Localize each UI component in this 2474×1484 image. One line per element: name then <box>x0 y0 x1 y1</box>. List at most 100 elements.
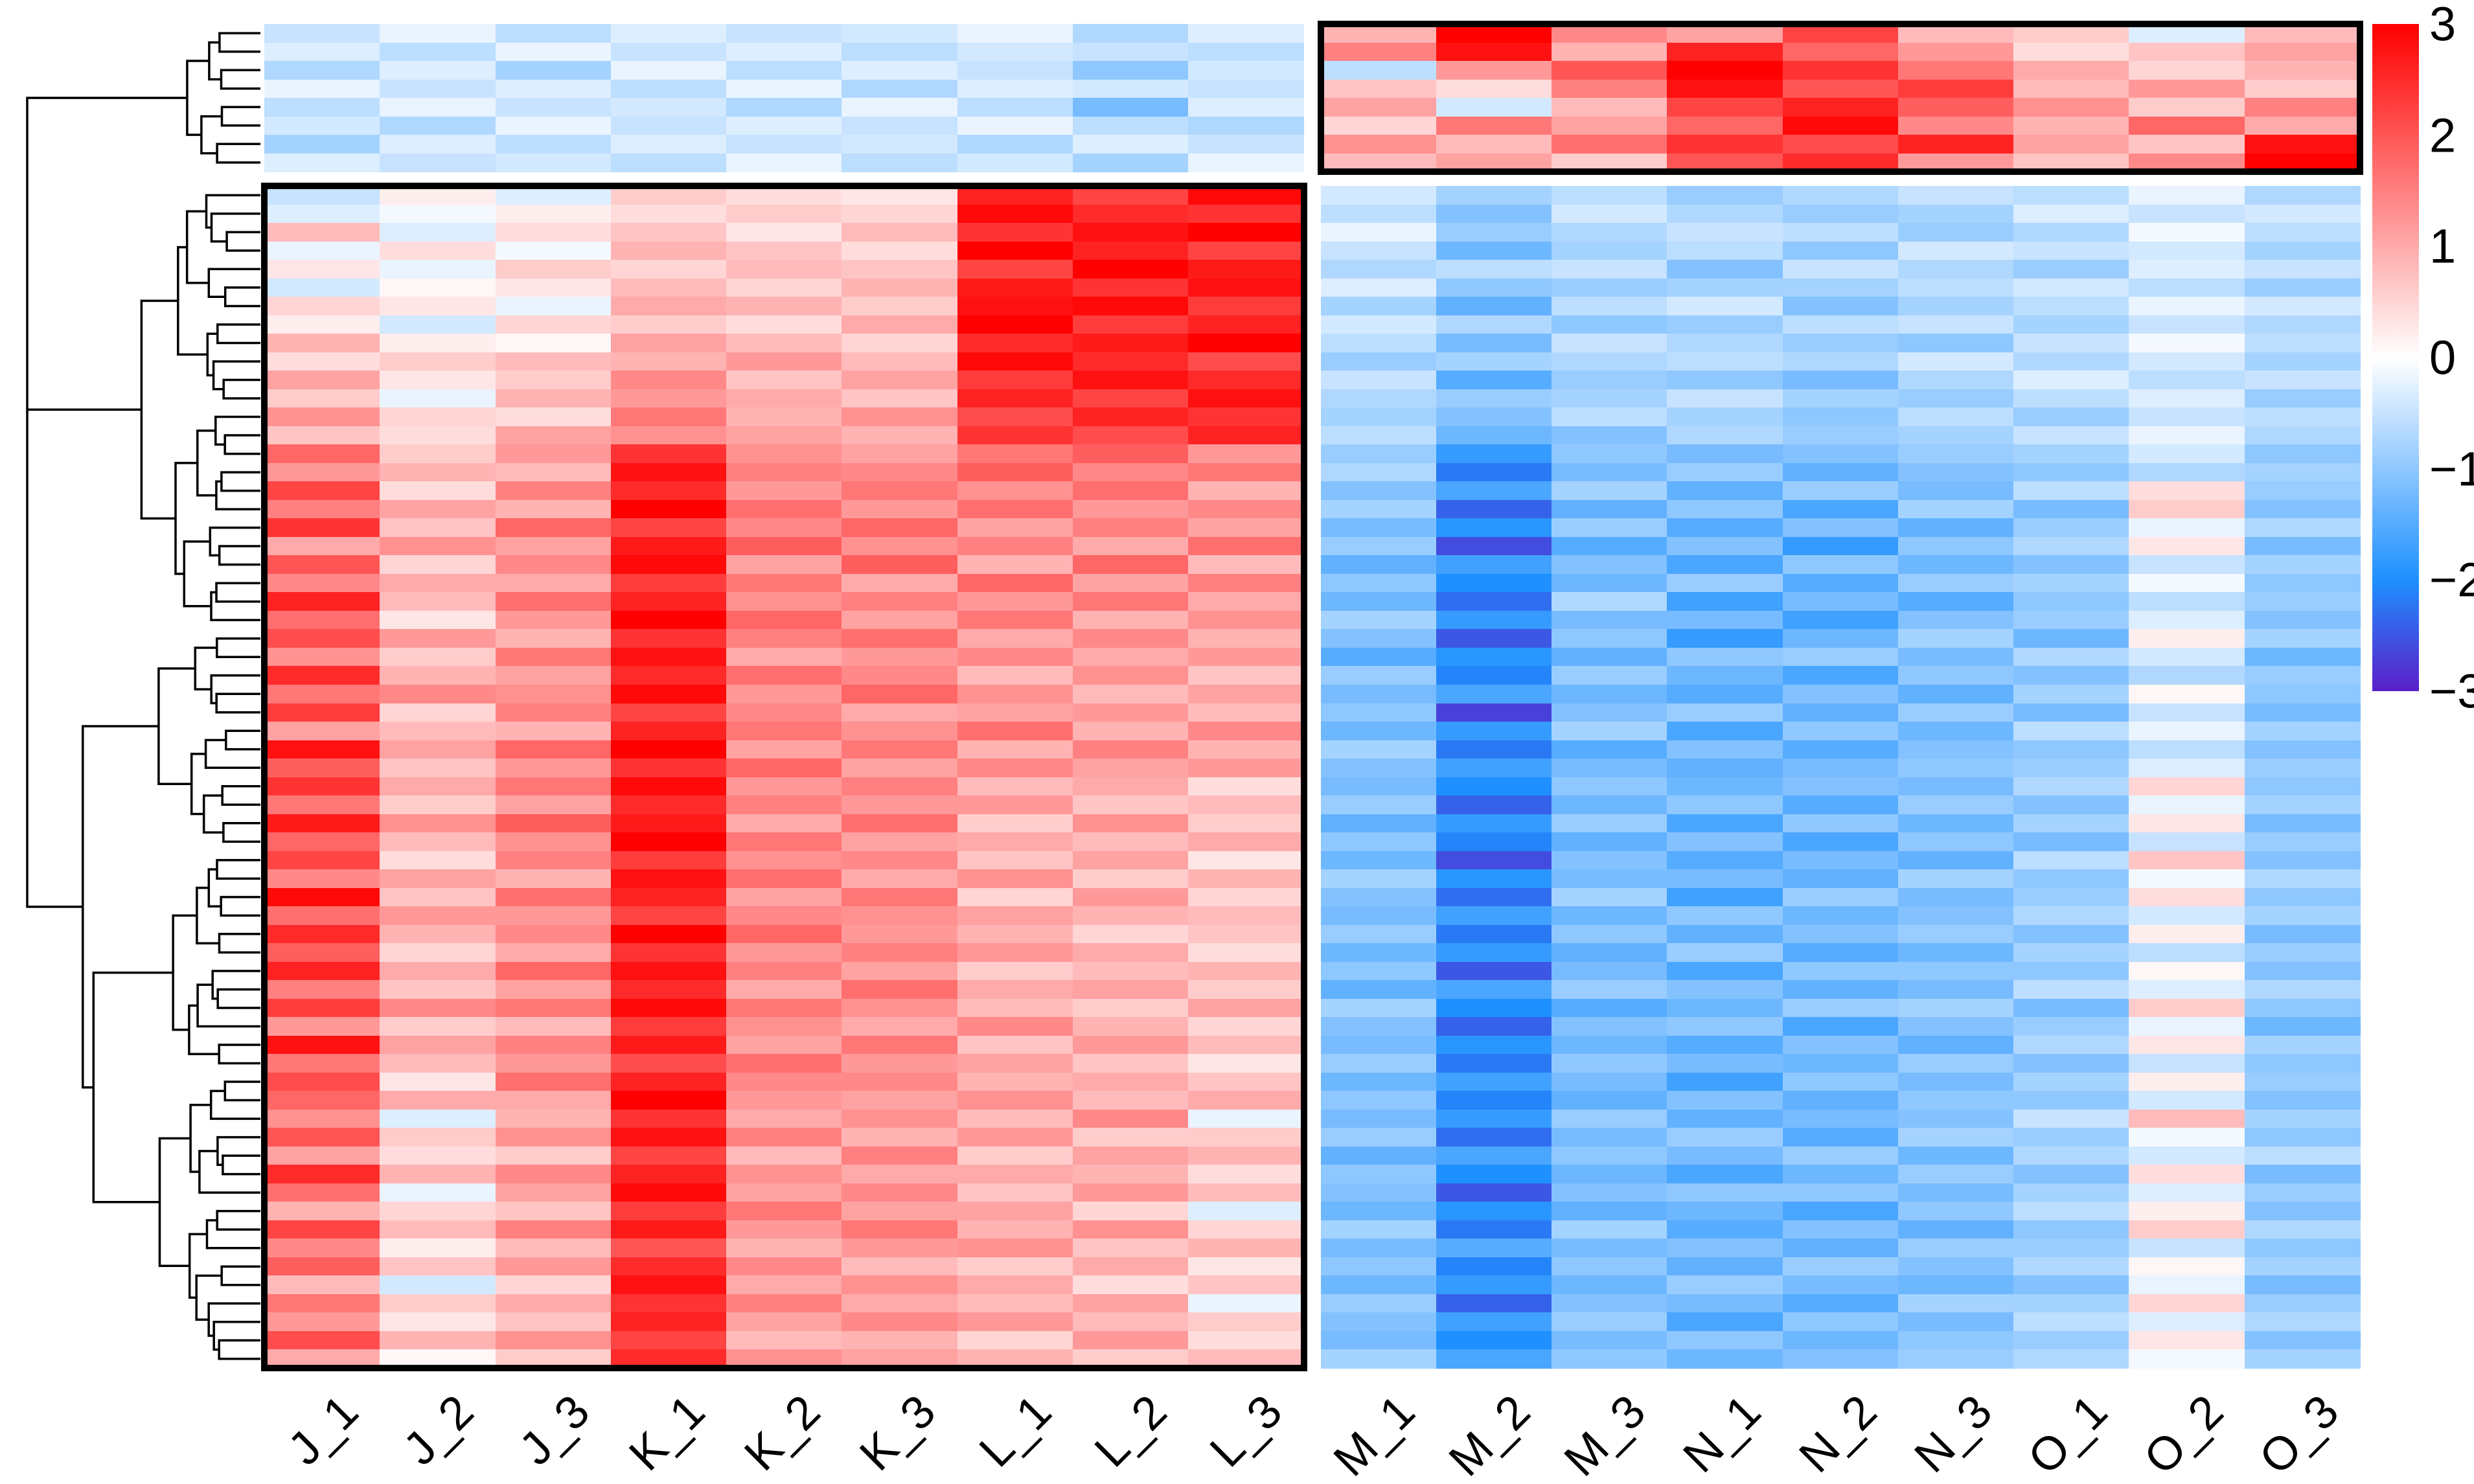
heatmap-cell <box>1782 980 1899 999</box>
heatmap-cell <box>1667 1165 1783 1184</box>
heatmap-cell <box>1552 1202 1668 1221</box>
heatmap-cell <box>2013 499 2130 519</box>
heatmap-cell <box>2244 98 2361 117</box>
heatmap-cell <box>2129 1035 2245 1055</box>
heatmap-cell <box>1782 1091 1899 1110</box>
heatmap-cell <box>495 684 612 704</box>
heatmap-cell <box>1782 1017 1899 1036</box>
heatmap-cell <box>264 426 380 445</box>
heatmap-cell <box>1552 1239 1668 1258</box>
heatmap-cell <box>2013 814 2130 833</box>
heatmap-cell <box>1320 906 1437 926</box>
heatmap-cell <box>1436 1054 1552 1073</box>
heatmap-cell <box>842 1035 958 1055</box>
heatmap-cell <box>2244 1017 2361 1036</box>
heatmap-cell <box>842 759 958 778</box>
heatmap-cell <box>842 315 958 334</box>
heatmap-cell <box>2244 315 2361 334</box>
heatmap-cell <box>2244 536 2361 556</box>
heatmap-cell <box>1436 1146 1552 1166</box>
heatmap-cell <box>1436 536 1552 556</box>
heatmap-cell <box>2129 759 2245 778</box>
heatmap-cell <box>1436 647 1552 667</box>
heatmap-cell <box>1072 334 1189 353</box>
module-box <box>261 183 1307 1371</box>
heatmap-cell <box>726 703 843 722</box>
heatmap-cell <box>2129 204 2245 223</box>
heatmap-cell <box>380 79 496 98</box>
heatmap-cell <box>1320 924 1437 944</box>
heatmap-cell <box>1552 961 1668 981</box>
heatmap-cell <box>495 204 612 223</box>
heatmap-cell <box>957 906 1073 926</box>
heatmap-cell <box>495 961 612 981</box>
heatmap-cell <box>2013 352 2130 371</box>
heatmap-cell <box>610 961 727 981</box>
heatmap-cell <box>380 536 496 556</box>
heatmap-cell <box>2013 204 2130 223</box>
heatmap-cell <box>1782 832 1899 852</box>
heatmap-cell <box>1667 1349 1783 1369</box>
heatmap-cell <box>2244 1257 2361 1277</box>
heatmap-cell <box>1552 334 1668 353</box>
heatmap-cell <box>1552 684 1668 704</box>
heatmap-cell <box>1667 1257 1783 1277</box>
col-label-L_2: L_2 <box>1084 1385 1177 1478</box>
heatmap-cell <box>1072 555 1189 575</box>
heatmap-cell <box>1552 297 1668 316</box>
heatmap-cell <box>957 481 1073 501</box>
heatmap-cell <box>264 153 380 172</box>
heatmap-cell <box>842 352 958 371</box>
heatmap-cell <box>1320 795 1437 815</box>
heatmap-cell <box>380 116 496 135</box>
heatmap-cell <box>1436 462 1552 483</box>
heatmap-cell <box>1436 703 1552 722</box>
heatmap-cell <box>1782 1349 1899 1369</box>
heatmap-cell <box>1782 666 1899 685</box>
heatmap-cell <box>1782 1220 1899 1240</box>
heatmap-cell <box>2013 79 2130 98</box>
heatmap-cell <box>1782 961 1899 981</box>
heatmap-cell <box>2013 1035 2130 1055</box>
heatmap-cell <box>2244 426 2361 445</box>
heatmap-cell <box>1552 135 1668 154</box>
heatmap-cell <box>264 647 380 667</box>
heatmap-cell <box>2013 1091 2130 1110</box>
heatmap-cell <box>1436 334 1552 353</box>
heatmap-cell <box>1072 832 1189 852</box>
heatmap-cell <box>610 536 727 556</box>
heatmap-cell <box>610 241 727 260</box>
heatmap-cell <box>495 153 612 172</box>
heatmap-cell <box>1436 61 1552 80</box>
heatmap-cell <box>1782 389 1899 408</box>
heatmap-cell <box>2129 592 2245 611</box>
heatmap-cell <box>842 61 958 80</box>
heatmap-cell <box>1782 647 1899 667</box>
heatmap-cell <box>2244 297 2361 316</box>
heatmap-cell <box>1897 297 2014 316</box>
heatmap-cell <box>1897 943 2014 963</box>
heatmap-cell <box>1188 555 1305 575</box>
heatmap-cell <box>495 223 612 242</box>
heatmap-cell <box>495 666 612 685</box>
heatmap-cell <box>1897 906 2014 926</box>
heatmap-cell <box>1436 573 1552 593</box>
heatmap-cell <box>380 153 496 172</box>
heatmap-cell <box>1320 1294 1437 1314</box>
heatmap-cell <box>2244 666 2361 685</box>
heatmap-cell <box>1072 684 1189 704</box>
heatmap-cell <box>957 684 1073 704</box>
heatmap-cell <box>1897 795 2014 815</box>
heatmap-cell <box>495 887 612 907</box>
heatmap-cell <box>1782 79 1899 98</box>
heatmap-cell <box>610 703 727 722</box>
heatmap-cell <box>1552 1220 1668 1240</box>
heatmap-cell <box>1897 1183 2014 1203</box>
heatmap-cell <box>2244 352 2361 371</box>
legend-tick-−2: −2 <box>2429 553 2474 607</box>
heatmap-cell <box>2013 722 2130 741</box>
heatmap-cell <box>1436 1330 1552 1351</box>
heatmap-cell <box>1188 315 1305 334</box>
heatmap-cell <box>1782 116 1899 135</box>
heatmap-cell <box>610 371 727 390</box>
